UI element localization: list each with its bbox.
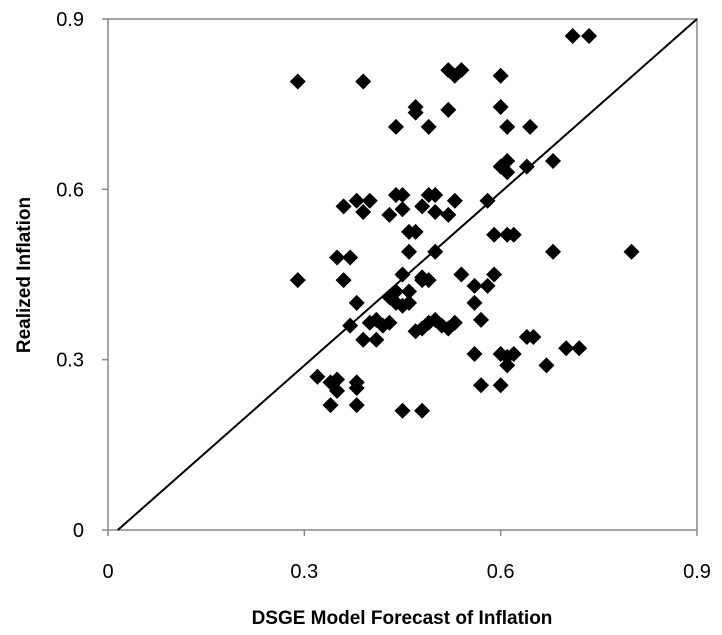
y-axis-title: Realized Inflation <box>14 197 35 353</box>
point <box>499 118 516 135</box>
point <box>538 357 555 374</box>
x-tick-label: 0.3 <box>290 561 318 583</box>
point <box>558 340 575 357</box>
point <box>401 243 418 260</box>
x-tick-label: 0.9 <box>683 561 711 583</box>
point <box>492 67 509 84</box>
point <box>348 294 365 311</box>
point <box>499 164 516 181</box>
point <box>453 266 470 283</box>
plot-frame <box>107 18 698 531</box>
point <box>518 158 535 175</box>
point <box>420 272 437 289</box>
point <box>401 283 418 300</box>
point <box>545 243 562 260</box>
point <box>446 67 463 84</box>
point <box>387 118 404 135</box>
point <box>394 187 411 204</box>
point <box>525 328 542 345</box>
y-tick-label: 0.3 <box>56 350 84 372</box>
point <box>479 192 496 209</box>
y-tick-label: 0.6 <box>56 179 84 201</box>
point <box>407 223 424 240</box>
point <box>486 266 503 283</box>
point <box>394 402 411 419</box>
point <box>355 204 372 221</box>
point <box>407 104 424 121</box>
point <box>499 357 516 374</box>
point <box>473 311 490 328</box>
point <box>348 192 365 209</box>
point <box>329 249 346 266</box>
point <box>466 294 483 311</box>
x-axis-title: DSGE Model Forecast of Inflation <box>252 608 553 629</box>
point <box>381 206 398 223</box>
point <box>355 73 372 90</box>
point <box>414 402 431 419</box>
point <box>368 331 385 348</box>
x-tick-label: 0 <box>102 561 113 583</box>
point <box>479 277 496 294</box>
x-tick-label: 0.6 <box>487 561 515 583</box>
point <box>322 397 339 414</box>
point <box>440 101 457 118</box>
y-tick-label: 0 <box>73 520 84 542</box>
point <box>623 243 640 260</box>
point <box>394 266 411 283</box>
point <box>289 73 306 90</box>
point <box>355 331 372 348</box>
point <box>348 397 365 414</box>
point <box>329 371 346 388</box>
point <box>505 345 522 362</box>
point <box>427 243 444 260</box>
point <box>335 198 352 215</box>
point <box>492 377 509 394</box>
point <box>564 28 581 45</box>
point <box>427 204 444 221</box>
point <box>329 382 346 399</box>
point <box>440 206 457 223</box>
point <box>394 297 411 314</box>
point <box>414 198 431 215</box>
point <box>545 152 562 169</box>
point <box>446 314 463 331</box>
point <box>466 345 483 362</box>
point <box>289 272 306 289</box>
point <box>581 28 598 45</box>
point <box>473 377 490 394</box>
point <box>486 226 503 243</box>
point <box>342 249 359 266</box>
point <box>309 368 326 385</box>
point <box>466 277 483 294</box>
point <box>505 226 522 243</box>
y-tick-label: 0.9 <box>56 9 84 31</box>
point <box>492 99 509 116</box>
point <box>394 201 411 218</box>
point <box>342 317 359 334</box>
point <box>427 187 444 204</box>
point <box>381 314 398 331</box>
point <box>420 118 437 135</box>
point <box>348 380 365 397</box>
point <box>446 192 463 209</box>
point <box>522 118 539 135</box>
point <box>571 340 588 357</box>
point <box>335 272 352 289</box>
point <box>361 192 378 209</box>
